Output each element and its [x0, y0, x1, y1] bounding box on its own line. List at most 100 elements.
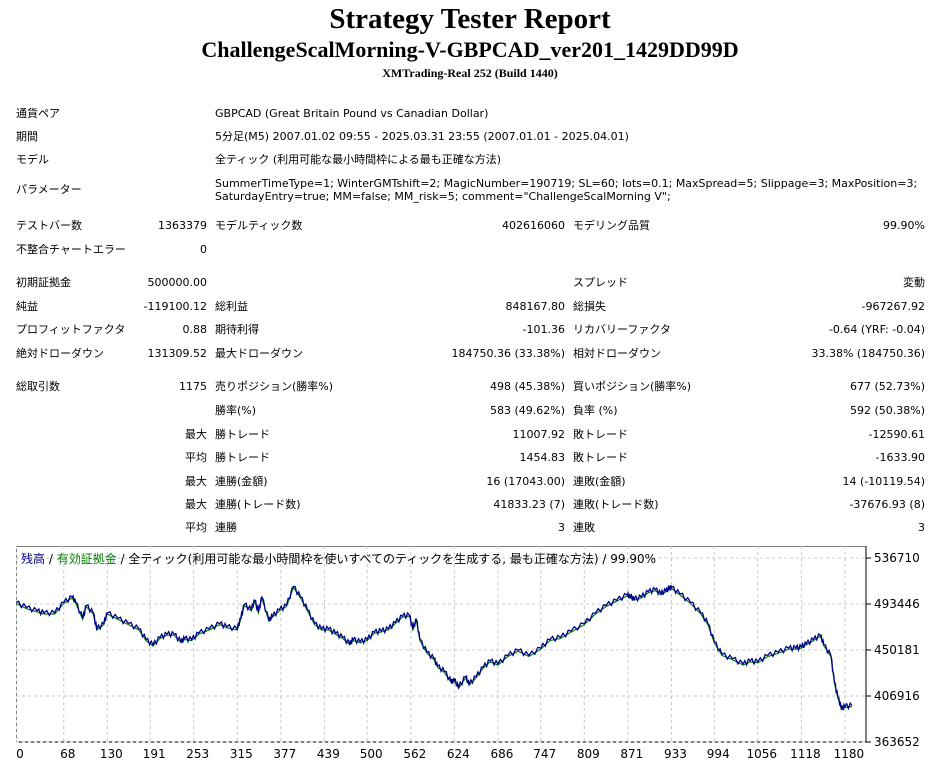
legend-model: 全ティック(利用可能な最小時間枠を使いすべてのティックを生成する, 最も正確な方… — [128, 551, 656, 566]
cons-wins-amount-label: 連勝(金額) — [215, 475, 268, 488]
legend-sep-1: / — [45, 552, 57, 566]
model-label: モデル — [16, 153, 49, 166]
expected-payoff-label: 期待利得 — [215, 323, 259, 336]
balance-line — [16, 584, 853, 711]
x-tick-label: 68 — [60, 747, 75, 761]
x-tick-label: 253 — [186, 747, 209, 761]
avg-cons-label: 平均 — [185, 521, 207, 534]
cons-losses-amount-value: 14 (-10119.54) — [842, 475, 925, 488]
period-label: 期間 — [16, 130, 38, 143]
symbol-label: 通貨ペア — [16, 107, 60, 120]
cons-wins-count-value: 41833.23 (7) — [493, 498, 565, 511]
ticks-label: モデルティック数 — [215, 219, 303, 232]
balance-chart: 536710 493446 450181 406916 363652 0 68 130 191… — [16, 546, 920, 761]
chart-legend: 残高 / 有効証拠金 / 全ティック(利用可能な最小時間枠を使いすべてのティック… — [21, 551, 656, 566]
x-tick-label: 191 — [143, 747, 166, 761]
long-positions-label: 買いポジション(勝率%) — [573, 380, 692, 393]
params-line-2: SaturdayEntry=true; MM=false; MM_risk=5;… — [215, 190, 671, 203]
x-tick-label: 315 — [230, 747, 253, 761]
x-tick-label: 1118 — [790, 747, 821, 761]
largest-loss-value: -12590.61 — [868, 428, 925, 441]
ticks-value: 402616060 — [502, 219, 565, 232]
x-tick-label: 747 — [533, 747, 556, 761]
gross-profit-value: 848167.80 — [505, 300, 566, 313]
bars-label: テストバー数 — [16, 219, 82, 232]
y-tick-label: 406916 — [874, 689, 920, 703]
max-cons-count-label: 最大 — [185, 498, 207, 511]
x-tick-label: 439 — [317, 747, 340, 761]
spread-label: スプレッド — [573, 276, 628, 289]
legend-balance: 残高 — [21, 551, 45, 566]
average-loss-label: 敗トレード — [573, 451, 628, 464]
average-label: 平均 — [185, 451, 207, 464]
average-profit-value: 1454.83 — [519, 451, 566, 464]
x-axis-ticks: 0 68 130 191 253 315 377 439 500 562 624 686 747 809 8… — [16, 747, 864, 761]
report-subtitle: ChallengeScalMorning-V-GBPCAD_ver201_142… — [201, 37, 739, 62]
cons-losses-count-label: 連敗(トレード数) — [573, 498, 659, 511]
y-tick-label: 493446 — [874, 597, 920, 611]
avg-cons-losses-value: 3 — [918, 521, 925, 534]
y-axis-ticks: 536710 493446 450181 406916 363652 — [866, 551, 920, 749]
maximal-drawdown-value: 184750.36 (33.38%) — [451, 347, 565, 360]
largest-profit-value: 11007.92 — [512, 428, 566, 441]
long-positions-value: 677 (52.73%) — [849, 380, 925, 393]
loss-trades-label: 負率 (%) — [573, 404, 618, 417]
x-tick-label: 0 — [16, 747, 24, 761]
relative-drawdown-label: 相対ドローダウン — [573, 347, 661, 360]
average-loss-value: -1633.90 — [875, 451, 925, 464]
absolute-drawdown-value: 131309.52 — [147, 347, 208, 360]
cons-wins-count-label: 連勝(トレード数) — [215, 498, 301, 511]
x-tick-label: 1056 — [747, 747, 778, 761]
period-value: 5分足(M5) 2007.01.02 09:55 - 2025.03.31 23… — [215, 130, 629, 143]
legend-equity: 有効証拠金 — [57, 551, 117, 566]
gross-loss-value: -967267.92 — [861, 300, 925, 313]
avg-cons-wins-value: 3 — [558, 521, 565, 534]
avg-cons-losses-label: 連敗 — [573, 521, 595, 534]
total-trades-label: 総取引数 — [16, 380, 60, 393]
recovery-factor-label: リカバリーファクタ — [573, 323, 671, 336]
mismatch-label: 不整合チャートエラー — [16, 243, 126, 256]
model-value: 全ティック (利用可能な最小時間枠による最も正確な方法) — [215, 153, 502, 166]
params-line-1: SummerTimeType=1; WinterGMTshift=2; Magi… — [215, 177, 918, 190]
loss-trades-value: 592 (50.38%) — [849, 404, 925, 417]
x-tick-label: 562 — [403, 747, 426, 761]
short-positions-label: 売りポジション(勝率%) — [215, 380, 334, 393]
y-tick-label: 536710 — [874, 551, 920, 565]
x-tick-label: 686 — [490, 747, 513, 761]
x-tick-label: 500 — [360, 747, 383, 761]
total-trades-value: 1175 — [179, 380, 207, 393]
max-cons-amount-label: 最大 — [185, 475, 207, 488]
largest-profit-label: 勝トレード — [215, 428, 270, 441]
legend-sep-2: / — [117, 552, 129, 566]
cons-wins-amount-value: 16 (17043.00) — [486, 475, 565, 488]
gross-profit-label: 総利益 — [215, 300, 248, 313]
largest-loss-label: 敗トレード — [573, 428, 628, 441]
largest-label: 最大 — [185, 428, 207, 441]
chart-grid — [16, 546, 866, 743]
profit-trades-label: 勝率(%) — [215, 404, 257, 417]
cons-losses-amount-label: 連敗(金額) — [573, 475, 626, 488]
x-tick-label: 624 — [447, 747, 470, 761]
bars-value: 1363379 — [158, 219, 207, 232]
cons-losses-count-value: -37676.93 (8) — [849, 498, 925, 511]
profit-factor-value: 0.88 — [182, 323, 208, 336]
deposit-label: 初期証拠金 — [16, 276, 71, 289]
absolute-drawdown-label: 絶対ドローダウン — [16, 347, 104, 360]
plot-area — [16, 546, 867, 743]
profit-trades-value: 583 (49.62%) — [489, 404, 565, 417]
recovery-factor-value: -0.64 (YRF: -0.04) — [828, 323, 925, 336]
relative-drawdown-value: 33.38% (184750.36) — [811, 347, 925, 360]
x-tick-label: 130 — [100, 747, 123, 761]
average-profit-label: 勝トレード — [215, 451, 270, 464]
mismatch-value: 0 — [200, 243, 207, 256]
spread-value: 変動 — [903, 276, 925, 289]
net-profit-value: -119100.12 — [143, 300, 207, 313]
x-tick-label: 809 — [577, 747, 600, 761]
x-tick-label: 377 — [273, 747, 296, 761]
report-title: Strategy Tester Report — [329, 3, 611, 35]
avg-cons-wins-label: 連勝 — [215, 521, 237, 534]
y-tick-label: 363652 — [874, 735, 920, 749]
maximal-drawdown-label: 最大ドローダウン — [215, 347, 303, 360]
gross-loss-label: 総損失 — [573, 300, 606, 313]
x-tick-label: 994 — [707, 747, 730, 761]
